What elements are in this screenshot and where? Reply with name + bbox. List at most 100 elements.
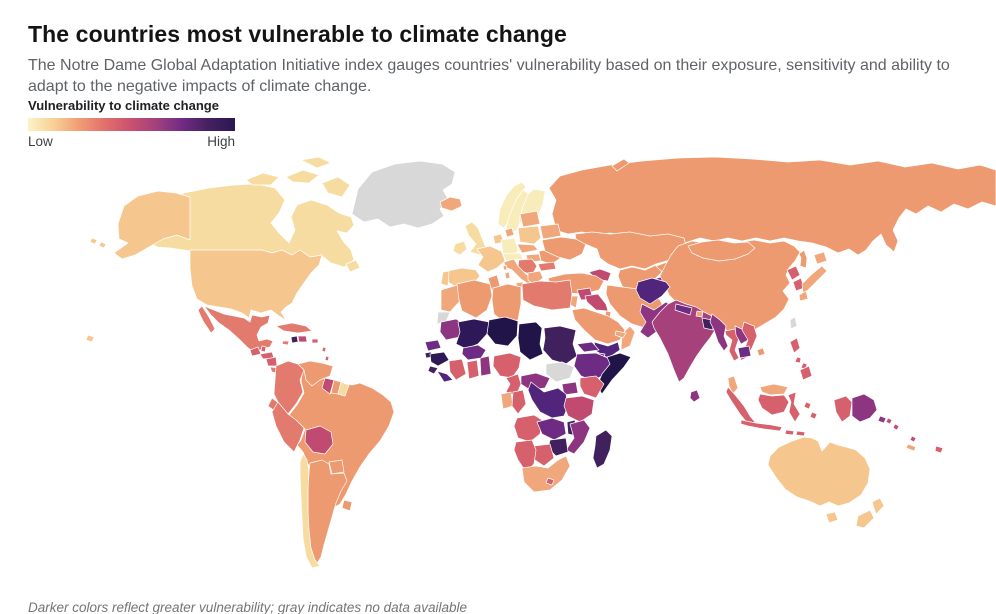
country-sri-lanka <box>689 389 701 403</box>
country-myanmar <box>709 313 729 352</box>
country-madagascar <box>592 429 613 469</box>
country-iceland <box>439 196 463 212</box>
country-algeria <box>456 279 493 319</box>
country-usa <box>189 249 323 321</box>
country-india <box>651 299 716 383</box>
indonesia-moluccas-1 <box>803 401 812 410</box>
indonesia-java <box>740 419 783 432</box>
country-colombia <box>273 360 305 415</box>
country-sudan <box>542 325 578 365</box>
country-ivory-coast <box>448 358 467 381</box>
novaya-zemlya-islands <box>611 158 630 172</box>
legend-labels: Low High <box>28 134 235 149</box>
country-ghana <box>466 359 480 380</box>
world-map <box>0 152 996 576</box>
us-alaska <box>113 190 191 260</box>
legend-high-label: High <box>207 134 235 149</box>
solomon-islands-1 <box>885 417 893 425</box>
legend: Vulnerability to climate change Low High <box>28 98 235 149</box>
country-nigeria <box>492 352 522 379</box>
country-dominican-republic <box>297 335 308 343</box>
country-china <box>659 239 801 340</box>
country-norway <box>497 181 527 229</box>
togo-benin <box>479 355 492 377</box>
country-uruguay <box>341 499 353 512</box>
country-nicaragua <box>265 356 278 367</box>
fiji <box>934 445 944 454</box>
country-uae <box>614 330 627 339</box>
indonesia-moluccas-2 <box>809 411 818 420</box>
country-australia <box>767 436 871 507</box>
aleutian-island-2 <box>98 241 107 249</box>
country-paraguay <box>328 459 345 475</box>
vanuatu <box>909 435 917 443</box>
canada-arctic-island-2 <box>285 169 320 184</box>
canada-baffin-island <box>321 176 351 198</box>
indonesia-lesser-sunda-2 <box>795 430 806 437</box>
legend-gradient-bar <box>28 118 235 131</box>
taiwan <box>789 316 798 330</box>
japan-honshu <box>801 265 828 294</box>
country-gabon <box>500 391 514 410</box>
country-liberia <box>436 370 454 383</box>
country-mexico <box>203 305 274 354</box>
country-papua-new-guinea <box>851 393 878 423</box>
indonesia-lesser-sunda-1 <box>784 429 795 436</box>
japan-hokkaido <box>813 251 828 265</box>
us-hawaii <box>85 334 95 343</box>
switzerland-austria <box>502 252 524 262</box>
canada-arctic-island-3 <box>300 156 332 169</box>
country-ireland <box>452 240 468 256</box>
legend-title: Vulnerability to climate change <box>28 98 219 113</box>
indonesia-west-papua <box>833 395 853 423</box>
malaysia-peninsula <box>727 375 739 395</box>
solomon-islands-2 <box>892 423 900 431</box>
footnote: Darker colors reflect greater vulnerabil… <box>28 599 467 614</box>
new-zealand-north-island <box>871 497 885 515</box>
country-burkina-faso <box>461 344 487 361</box>
country-ukraine <box>541 236 587 261</box>
country-bhutan <box>695 310 704 318</box>
country-poland <box>517 225 542 245</box>
country-afghanistan <box>635 277 671 305</box>
country-mozambique <box>565 419 591 455</box>
country-nepal <box>674 303 693 316</box>
png-new-britain <box>877 415 887 424</box>
legend-low-label: Low <box>28 134 53 149</box>
philippines-mindanao <box>799 365 813 381</box>
country-eritrea <box>576 341 600 353</box>
country-greenland <box>351 160 456 229</box>
country-central-african-republic <box>520 372 551 391</box>
china-hainan <box>756 347 766 357</box>
country-yemen <box>593 341 621 359</box>
country-bulgaria <box>537 261 557 272</box>
indonesia-sumatra <box>725 386 756 425</box>
country-cuba <box>275 322 313 334</box>
country-lesotho <box>545 477 555 486</box>
indonesia-kalimantan <box>757 393 790 416</box>
country-sierra-leone <box>427 365 439 375</box>
country-niger <box>486 316 519 347</box>
new-caledonia <box>905 443 917 452</box>
country-mongolia <box>687 239 756 262</box>
country-haiti <box>290 335 299 344</box>
country-mali <box>455 318 490 350</box>
philippines-visayas-1 <box>794 356 802 364</box>
baltic-states <box>519 210 541 228</box>
canada-newfoundland <box>345 259 361 273</box>
country-saudi-arabia <box>571 307 626 345</box>
czech-slovakia <box>516 243 539 254</box>
country-puerto-rico <box>311 338 319 344</box>
country-belarus <box>539 223 562 240</box>
country-congo <box>511 389 527 415</box>
country-south-africa <box>521 455 571 493</box>
indonesia-sulawesi <box>787 391 801 423</box>
country-chile <box>299 453 321 569</box>
sakhalin-island <box>798 249 808 269</box>
country-bolivia <box>304 425 334 455</box>
country-uganda <box>561 381 579 396</box>
aleutian-island-1 <box>89 237 98 245</box>
country-dem-rep-congo <box>527 381 569 419</box>
country-oman <box>620 325 636 351</box>
